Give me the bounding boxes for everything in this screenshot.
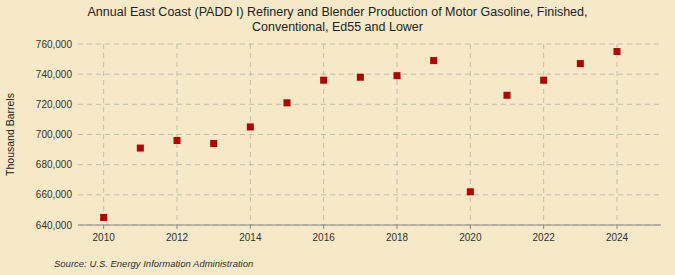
point: [394, 72, 401, 79]
x-tick-label: 2020: [459, 232, 482, 243]
y-grid-line: [78, 225, 661, 226]
point: [614, 48, 621, 55]
x-tick-label: 2022: [533, 232, 556, 243]
x-tick: [397, 225, 398, 229]
point: [430, 57, 437, 64]
y-grid-line: [78, 104, 661, 105]
y-grid-line: [78, 44, 661, 45]
y-grid-line: [78, 194, 661, 195]
chart: Annual East Coast (PADD I) Refinery and …: [0, 0, 675, 275]
x-tick: [543, 225, 544, 229]
x-tick: [250, 225, 251, 229]
x-grid-line: [543, 44, 544, 225]
x-tick-label: 2016: [313, 232, 336, 243]
x-tick: [323, 225, 324, 229]
point: [320, 77, 327, 84]
x-tick-label: 2014: [239, 232, 262, 243]
point: [174, 137, 181, 144]
y-grid-line: [78, 74, 661, 75]
title: Annual East Coast (PADD I) Refinery and …: [87, 5, 587, 34]
y-tick-label: 720,000: [36, 99, 73, 110]
point: [504, 92, 511, 99]
x-tick-label: 2018: [386, 232, 409, 243]
grid: [78, 44, 661, 225]
point: [210, 140, 217, 147]
x-grid-line: [250, 44, 251, 225]
points: [100, 48, 620, 221]
point: [247, 123, 254, 130]
y-tick-label: 640,000: [36, 220, 73, 231]
point: [577, 60, 584, 67]
y-grid-line: [78, 134, 661, 135]
y-tick-label: 680,000: [36, 159, 73, 170]
x-tick-label: 2010: [93, 232, 116, 243]
x-grid-line: [617, 44, 618, 225]
point: [100, 214, 107, 221]
x-tick: [177, 225, 178, 229]
x-grid-line: [397, 44, 398, 225]
y-axis-label: Thousand Barrels: [4, 93, 16, 176]
point: [357, 74, 364, 81]
x-tick: [470, 225, 471, 229]
background: [0, 0, 675, 275]
point: [137, 145, 144, 152]
y-tick-label: 760,000: [36, 39, 73, 50]
x-tick-label: 2012: [166, 232, 189, 243]
x-tick: [617, 225, 618, 229]
x-axis-line: [78, 225, 661, 226]
source-note: Source: U.S. Energy Information Administ…: [54, 258, 253, 269]
x-grid-line: [177, 44, 178, 225]
point: [540, 77, 547, 84]
y-tick-label: 740,000: [36, 69, 73, 80]
y-grid-line: [78, 164, 661, 165]
x-grid-line: [470, 44, 471, 225]
y-tick-label: 700,000: [36, 129, 73, 140]
y-tick-label: 660,000: [36, 189, 73, 200]
point: [284, 99, 291, 106]
x-tick-label: 2024: [606, 232, 629, 243]
point: [467, 188, 474, 195]
x-grid-line: [103, 44, 104, 225]
x-tick: [103, 225, 104, 229]
x-grid-line: [323, 44, 324, 225]
